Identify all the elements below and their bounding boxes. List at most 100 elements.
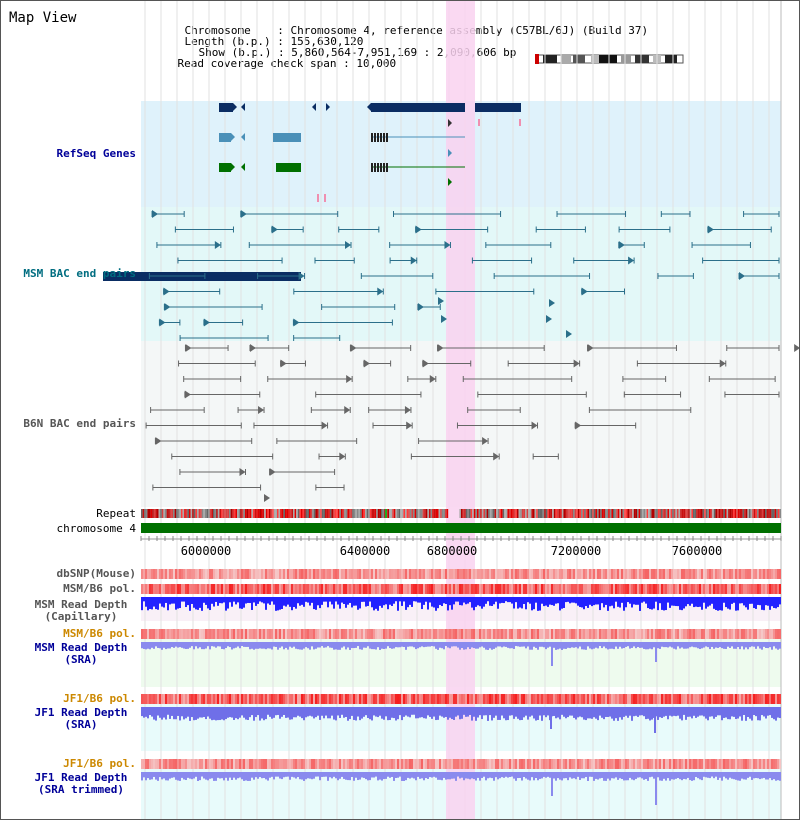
strand-arrow[interactable] [241,103,245,111]
gene-exon[interactable] [377,133,379,142]
bac-end-arrow[interactable] [344,406,351,414]
strand-arrow[interactable] [231,163,235,171]
gene-exon[interactable] [276,163,301,172]
msm-read-depth-capillary-label[interactable]: MSM Read Depth (Capillary) [21,599,141,623]
msm-b6-pol-track-label[interactable]: MSM/B6 pol. [63,582,136,595]
bac-end-arrow[interactable] [546,315,552,323]
bac-end-arrow[interactable] [377,287,384,296]
bac-end-arrow[interactable] [164,303,171,311]
bac-end-arrow[interactable] [203,318,210,327]
gene-exon[interactable] [380,133,382,142]
bac-end-arrow[interactable] [417,303,424,311]
gene-exon[interactable] [377,163,379,172]
refseq-track-label[interactable]: RefSeq Genes [56,147,136,160]
bac-end-arrow[interactable] [438,297,444,305]
bac-end-arrow[interactable] [575,421,582,430]
bac-end-arrow[interactable] [566,330,572,338]
bac-end-arrow[interactable] [258,406,265,414]
bac-end-arrow[interactable] [363,359,370,368]
bac-end-arrow[interactable] [531,421,538,430]
bac-end-arrow[interactable] [345,241,352,249]
gene-exon[interactable] [219,133,231,142]
bac-end-arrow[interactable] [493,452,500,461]
gene-exon[interactable] [374,133,376,142]
gene-exon[interactable] [386,163,388,172]
strand-arrow[interactable] [312,103,316,111]
bac-end-arrow[interactable] [271,225,278,234]
strand-arrow[interactable] [241,133,245,141]
bac-end-arrow[interactable] [415,225,422,234]
b6n-bac-track-label[interactable]: B6N BAC end pairs [23,417,136,430]
bac-end-arrow[interactable] [441,315,447,323]
gene-exon[interactable] [475,103,521,112]
gene-exon[interactable] [219,103,233,112]
bac-end-arrow[interactable] [185,344,192,352]
gene-exon[interactable] [273,133,301,142]
gene-exon[interactable] [371,103,465,112]
bac-end-arrow[interactable] [350,344,357,352]
bac-end-arrow[interactable] [239,468,246,476]
msm-b6-pol-sra-track-label[interactable]: MSM/B6 pol. [63,627,136,640]
strand-arrow[interactable] [326,103,330,111]
bac-end-arrow[interactable] [719,359,726,368]
repeat-track-label[interactable]: Repeat [96,507,136,520]
gene-exon[interactable] [383,163,385,172]
bac-end-arrow[interactable] [410,256,417,265]
bac-end-arrow[interactable] [339,452,346,461]
jf1-read-depth-trim-label[interactable]: JF1 Read Depth (SRA trimmed) [21,772,141,796]
strand-arrow[interactable] [241,163,245,171]
strand-arrow[interactable] [477,103,481,111]
jf1-read-depth-sra-label[interactable]: JF1 Read Depth (SRA) [21,707,141,731]
bac-end-arrow[interactable] [444,241,451,249]
strand-arrow[interactable] [448,178,452,186]
bac-end-arrow[interactable] [280,359,287,368]
bac-end-arrow[interactable] [482,437,489,445]
bac-end-arrow[interactable] [618,241,625,249]
bac-end-arrow[interactable] [406,421,413,430]
bac-end-arrow[interactable] [549,299,555,307]
msm-bac-track-label[interactable]: MSM BAC end pairs [23,267,136,280]
gene-exon[interactable] [380,163,382,172]
bac-end-arrow[interactable] [249,344,256,352]
bac-end-arrow[interactable] [794,344,799,352]
bac-end-arrow[interactable] [321,421,328,430]
bac-end-arrow[interactable] [628,256,635,265]
bac-end-arrow[interactable] [437,344,444,352]
jf1-b6-pol-trim-track-label[interactable]: JF1/B6 pol. [63,757,136,770]
gene-exon[interactable] [371,133,373,142]
bac-end-arrow[interactable] [581,287,588,296]
strand-arrow[interactable] [448,149,452,157]
bac-end-arrow[interactable] [293,318,300,327]
bac-end-arrow[interactable] [163,287,170,296]
msm-read-depth-sra-label[interactable]: MSM Read Depth (SRA) [21,642,141,666]
bac-end-arrow[interactable] [264,494,270,502]
bac-end-arrow[interactable] [739,272,746,280]
bac-end-arrow[interactable] [269,468,276,476]
gene-exon[interactable] [386,133,388,142]
bac-end-arrow[interactable] [298,272,305,280]
strand-arrow[interactable] [448,119,452,127]
strand-arrow[interactable] [231,133,235,141]
bac-end-arrow[interactable] [155,437,162,445]
bac-end-arrow[interactable] [346,375,353,383]
gene-exon[interactable] [371,163,373,172]
bac-end-arrow[interactable] [429,375,436,383]
bac-end-arrow[interactable] [707,225,714,234]
bac-end-arrow[interactable] [240,210,247,218]
strand-arrow[interactable] [233,103,237,111]
bac-end-arrow[interactable] [587,344,594,352]
bac-end-arrow[interactable] [422,359,429,368]
bac-end-arrow[interactable] [184,390,191,399]
bac-end-arrow[interactable] [159,318,166,327]
strand-arrow[interactable] [367,103,371,111]
gene-exon[interactable] [374,163,376,172]
bac-end-arrow[interactable] [152,210,159,218]
bac-end-arrow[interactable] [573,359,580,368]
dbsnp-track-label[interactable]: dbSNP(Mouse) [56,567,136,580]
gene-exon[interactable] [219,163,231,172]
gene-exon[interactable] [383,133,385,142]
bac-end-arrow[interactable] [214,241,221,249]
bac-end-arrow[interactable] [404,406,411,414]
jf1-b6-pol-track-label[interactable]: JF1/B6 pol. [63,692,136,705]
